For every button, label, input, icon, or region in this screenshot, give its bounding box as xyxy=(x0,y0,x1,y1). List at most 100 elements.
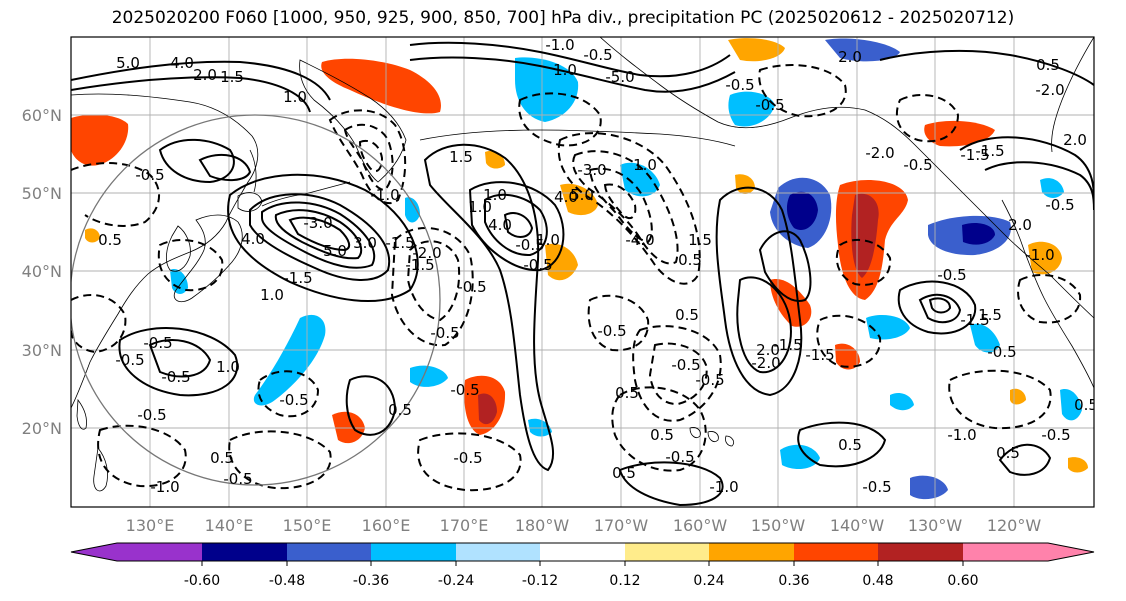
contour-label: -0.5 xyxy=(987,343,1016,361)
colorbar-cell xyxy=(625,543,709,561)
colorbar-cell xyxy=(287,543,371,561)
coastline-kamchatka xyxy=(299,59,407,183)
contour-label: -0.5 xyxy=(862,478,891,496)
contour-label: 1.5 xyxy=(449,148,473,166)
contour-label: 1.0 xyxy=(260,286,284,304)
region-circle xyxy=(71,114,441,486)
colorbar-cells xyxy=(71,543,1094,561)
contour-label: 1.5 xyxy=(220,68,244,86)
contour-line xyxy=(897,280,977,335)
contour-label: 0.5 xyxy=(678,251,702,269)
contour-line xyxy=(358,139,384,173)
contour-line xyxy=(274,209,363,260)
contour-label: -3.0 xyxy=(577,161,606,179)
contour-line xyxy=(409,41,731,78)
contour-line xyxy=(71,76,311,113)
contour-label: -0.5 xyxy=(1041,426,1070,444)
contour-label: 0.5 xyxy=(1074,396,1098,414)
precip-area xyxy=(71,114,129,166)
contour-label: 0.5 xyxy=(615,384,639,402)
contour-label: 4.0 xyxy=(241,230,265,248)
contour-label: 0.5 xyxy=(838,436,862,454)
colorbar-cell xyxy=(456,543,540,561)
contour-label: -0.5 xyxy=(223,470,252,488)
contour-label: -1.5 xyxy=(960,311,989,329)
contour-label: 1.0 xyxy=(468,198,492,216)
contour-line xyxy=(603,183,637,220)
precip-area xyxy=(780,444,820,470)
lon-label-160w: 160°W xyxy=(673,516,728,535)
precip-area xyxy=(478,393,497,425)
contour-label: -2.0 xyxy=(1035,81,1064,99)
contour-label: 1.0 xyxy=(536,231,560,249)
contour-line xyxy=(984,161,1094,211)
longitude-labels: 130°E 140°E 150°E 160°E 170°E 180°W 170°… xyxy=(126,516,1042,535)
precip-area xyxy=(910,475,948,500)
contour-line xyxy=(71,60,331,101)
contour-label: -0.5 xyxy=(597,322,626,340)
coastlines xyxy=(71,37,1094,492)
lon-label-130e: 130°E xyxy=(126,516,175,535)
contour-label: -1.5 xyxy=(405,256,434,274)
contour-label: -0.5 xyxy=(430,324,459,342)
contour-line xyxy=(249,193,391,281)
map-frame xyxy=(70,36,1095,508)
lon-label-140w: 140°W xyxy=(830,516,885,535)
contour-line xyxy=(1017,274,1082,324)
colorbar-tick-label: -0.36 xyxy=(353,573,389,589)
lat-label-40n: 40°N xyxy=(22,262,62,281)
contour-line xyxy=(228,430,332,490)
contour-label: 3.0 xyxy=(353,234,377,252)
precip-area xyxy=(405,197,420,223)
contour-line xyxy=(468,181,565,272)
contour-line xyxy=(118,327,238,397)
contour-label: -3.0 xyxy=(303,214,332,232)
map-plot-area: 5.0 4.02.0 1.51.0-0.55.04.0 3.0-1.0-0.5-5.0… xyxy=(70,36,1098,508)
contour-line xyxy=(484,193,548,257)
contour-label: -1.0 xyxy=(709,478,738,496)
precip-area xyxy=(85,228,100,243)
contour-labels: 5.0 4.02.0 1.51.0-0.55.04.0 3.0-1.0-0.5-5.0… xyxy=(98,37,1098,496)
precip-area xyxy=(560,183,598,216)
coastline-aleutians xyxy=(419,129,736,147)
contour-label: -0.5 xyxy=(665,448,694,466)
precip-area xyxy=(866,315,910,340)
lon-label-170e: 170°E xyxy=(440,516,489,535)
contour-label: 0.5 xyxy=(98,231,122,249)
precip-area xyxy=(1060,389,1082,421)
contour-label: -2.0 xyxy=(865,144,894,162)
precip-area xyxy=(1068,457,1088,473)
contour-label: -0.5 xyxy=(695,371,724,389)
contour-label: -0.5 xyxy=(937,266,966,284)
divergence-contours xyxy=(71,41,1094,507)
contour-line xyxy=(572,150,679,265)
contour-label: -0.5 xyxy=(115,351,144,369)
contour-label: 2.0 xyxy=(193,66,217,84)
contour-line xyxy=(948,369,1052,430)
precip-area xyxy=(728,91,775,127)
contour-line xyxy=(503,212,534,238)
contour-label: 0.5 xyxy=(1036,56,1060,74)
contour-label: 2.0 xyxy=(838,48,862,66)
contour-line xyxy=(148,339,212,378)
lon-label-140e: 140°E xyxy=(205,516,254,535)
contour-label: 1.5 xyxy=(978,306,1002,324)
contour-label: -0.5 xyxy=(755,96,784,114)
coastline-taiwan xyxy=(76,398,87,430)
lat-label-30n: 30°N xyxy=(22,341,62,360)
colorbar-tick-label: 0.24 xyxy=(693,573,724,589)
colorbar-tick-label: -0.60 xyxy=(184,573,220,589)
contour-label: 4.0 xyxy=(170,54,194,72)
colorbar-tick-label: 0.12 xyxy=(609,573,640,589)
contour-line xyxy=(257,370,320,418)
lon-label-170w: 170°W xyxy=(594,516,649,535)
colorbar-cell xyxy=(709,543,794,561)
contour-line xyxy=(227,173,419,302)
contour-line xyxy=(288,216,351,252)
negative-contours xyxy=(71,64,1082,492)
contour-label: -1.5 xyxy=(960,146,989,164)
contour-line xyxy=(959,136,1094,201)
colorbar-outline xyxy=(70,542,1095,562)
contour-line xyxy=(736,276,792,374)
